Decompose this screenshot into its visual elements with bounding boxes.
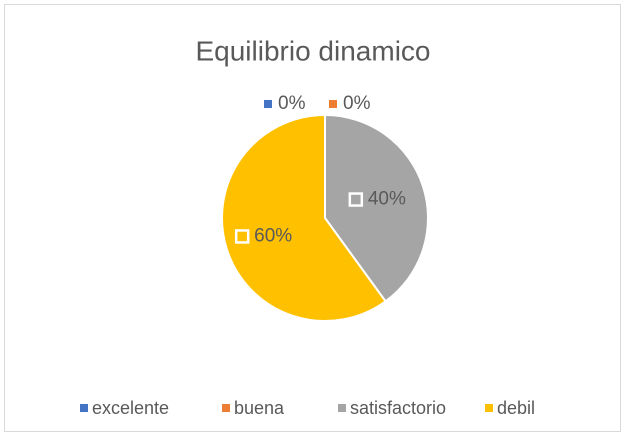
data-label: 40%: [368, 189, 406, 210]
pie-slice: [324, 113, 429, 303]
legend-swatch: [222, 404, 230, 412]
legend-swatch: [485, 404, 493, 412]
pie-slice: [221, 113, 387, 322]
label-marker: [329, 100, 337, 108]
legend-swatch: [80, 404, 88, 412]
label-marker: [348, 192, 364, 207]
legend-swatch: [338, 404, 346, 412]
legend-label: debil: [497, 398, 535, 418]
legend-label: excelente: [92, 398, 169, 418]
label-marker: [234, 229, 250, 244]
label-marker: [264, 100, 272, 108]
data-label: 0%: [343, 93, 371, 114]
legend-label: buena: [234, 398, 285, 418]
data-label: 0%: [278, 93, 306, 114]
legend-label: satisfactorio: [350, 398, 446, 418]
chart-title: Equilibrio dinamico: [195, 35, 430, 66]
data-label: 60%: [254, 225, 292, 246]
